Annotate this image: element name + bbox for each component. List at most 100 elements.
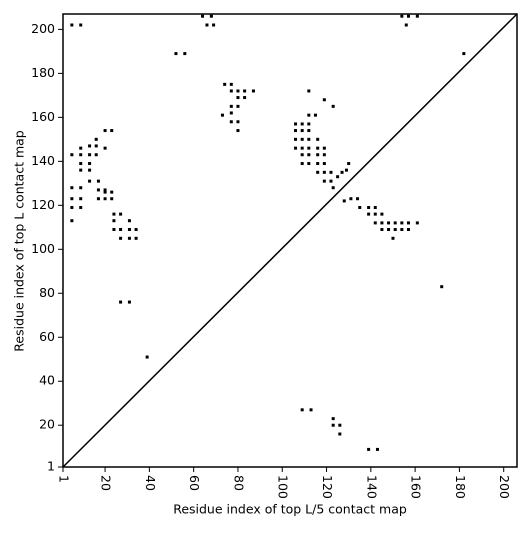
contact-point (79, 186, 83, 190)
contact-point (393, 221, 397, 225)
contact-point (119, 236, 123, 240)
contact-point (356, 197, 360, 201)
contact-point (406, 221, 410, 225)
contact-point (400, 221, 404, 225)
contact-point (70, 197, 74, 201)
contact-point (373, 206, 377, 210)
contact-point (103, 190, 107, 194)
contact-point (236, 96, 240, 100)
contact-point (329, 179, 333, 183)
x-tick-label: 160 (409, 475, 424, 499)
y-axis-label: Residue index of top L contact map (12, 130, 27, 351)
y-tick-label: 160 (31, 109, 55, 124)
contact-point (342, 199, 346, 203)
y-tick-label: 200 (31, 21, 55, 36)
contact-point (307, 89, 311, 93)
contact-point (205, 23, 209, 27)
x-tick-label: 120 (320, 475, 335, 499)
contact-point (201, 14, 205, 18)
x-tick-label: 1 (57, 475, 72, 483)
contact-point (79, 23, 83, 27)
y-tick-label: 140 (31, 153, 55, 168)
contact-point (70, 219, 74, 223)
contact-point (300, 146, 304, 150)
contact-point (70, 23, 74, 27)
y-tick-label: 40 (39, 373, 55, 388)
contact-point (322, 170, 326, 174)
contact-point (229, 120, 233, 124)
contact-point (79, 162, 83, 166)
y-tick-label: 20 (39, 417, 55, 432)
contact-point (387, 228, 391, 232)
contact-point (94, 144, 98, 148)
x-tick-label: 60 (187, 475, 202, 491)
contact-point (322, 179, 326, 183)
contact-point (400, 14, 404, 18)
contact-point (309, 408, 313, 412)
y-tick-label: 1 (47, 459, 55, 474)
contact-point (236, 129, 240, 133)
contact-point (316, 137, 320, 141)
contact-point (110, 190, 114, 194)
contact-point (112, 219, 116, 223)
contact-point (331, 423, 335, 427)
x-tick-label: 200 (497, 475, 512, 499)
contact-point (134, 236, 138, 240)
x-tick-label: 20 (99, 475, 114, 491)
contact-point (294, 122, 298, 126)
contact-point (307, 129, 311, 133)
contact-point (336, 175, 340, 179)
contact-point (367, 447, 371, 451)
contact-point (373, 221, 377, 225)
contact-point (119, 228, 123, 232)
contact-point (338, 423, 342, 427)
contact-point (415, 14, 419, 18)
contact-point (94, 153, 98, 157)
y-tick-label: 120 (31, 197, 55, 212)
contact-point (103, 197, 107, 201)
contact-point (145, 355, 149, 359)
contact-point (96, 188, 100, 192)
contact-point (294, 146, 298, 150)
contact-point (380, 212, 384, 216)
contact-point (316, 153, 320, 157)
contact-point (103, 146, 107, 150)
contact-point (79, 206, 83, 210)
diagonal (62, 13, 518, 468)
contact-point (96, 197, 100, 201)
contact-point (349, 197, 353, 201)
contact-point (294, 129, 298, 133)
contact-point (307, 137, 311, 141)
contact-point (322, 98, 326, 102)
contact-point (110, 197, 114, 201)
contact-point (88, 162, 92, 166)
x-tick-label: 80 (231, 475, 246, 491)
contact-point (243, 96, 247, 100)
contact-point (79, 153, 83, 157)
contact-point (79, 168, 83, 172)
contact-point (70, 186, 74, 190)
contact-point (127, 219, 131, 223)
contact-point (236, 120, 240, 124)
contact-point (79, 146, 83, 150)
contact-point (322, 146, 326, 150)
contact-point (127, 228, 131, 232)
contact-point (391, 236, 395, 240)
contact-point (400, 228, 404, 232)
contact-point (322, 162, 326, 166)
x-tick-label: 40 (143, 475, 158, 491)
contact-point (393, 228, 397, 232)
contact-point (229, 89, 233, 93)
contact-point (251, 89, 255, 93)
contact-point (338, 432, 342, 436)
y-tick-label: 60 (39, 329, 55, 344)
contact-point (316, 146, 320, 150)
contact-point (347, 162, 351, 166)
contact-point (316, 162, 320, 166)
contact-point (300, 153, 304, 157)
contact-point (331, 417, 335, 421)
contact-point (300, 162, 304, 166)
contact-point (406, 14, 410, 18)
x-tick-label: 140 (364, 475, 379, 499)
